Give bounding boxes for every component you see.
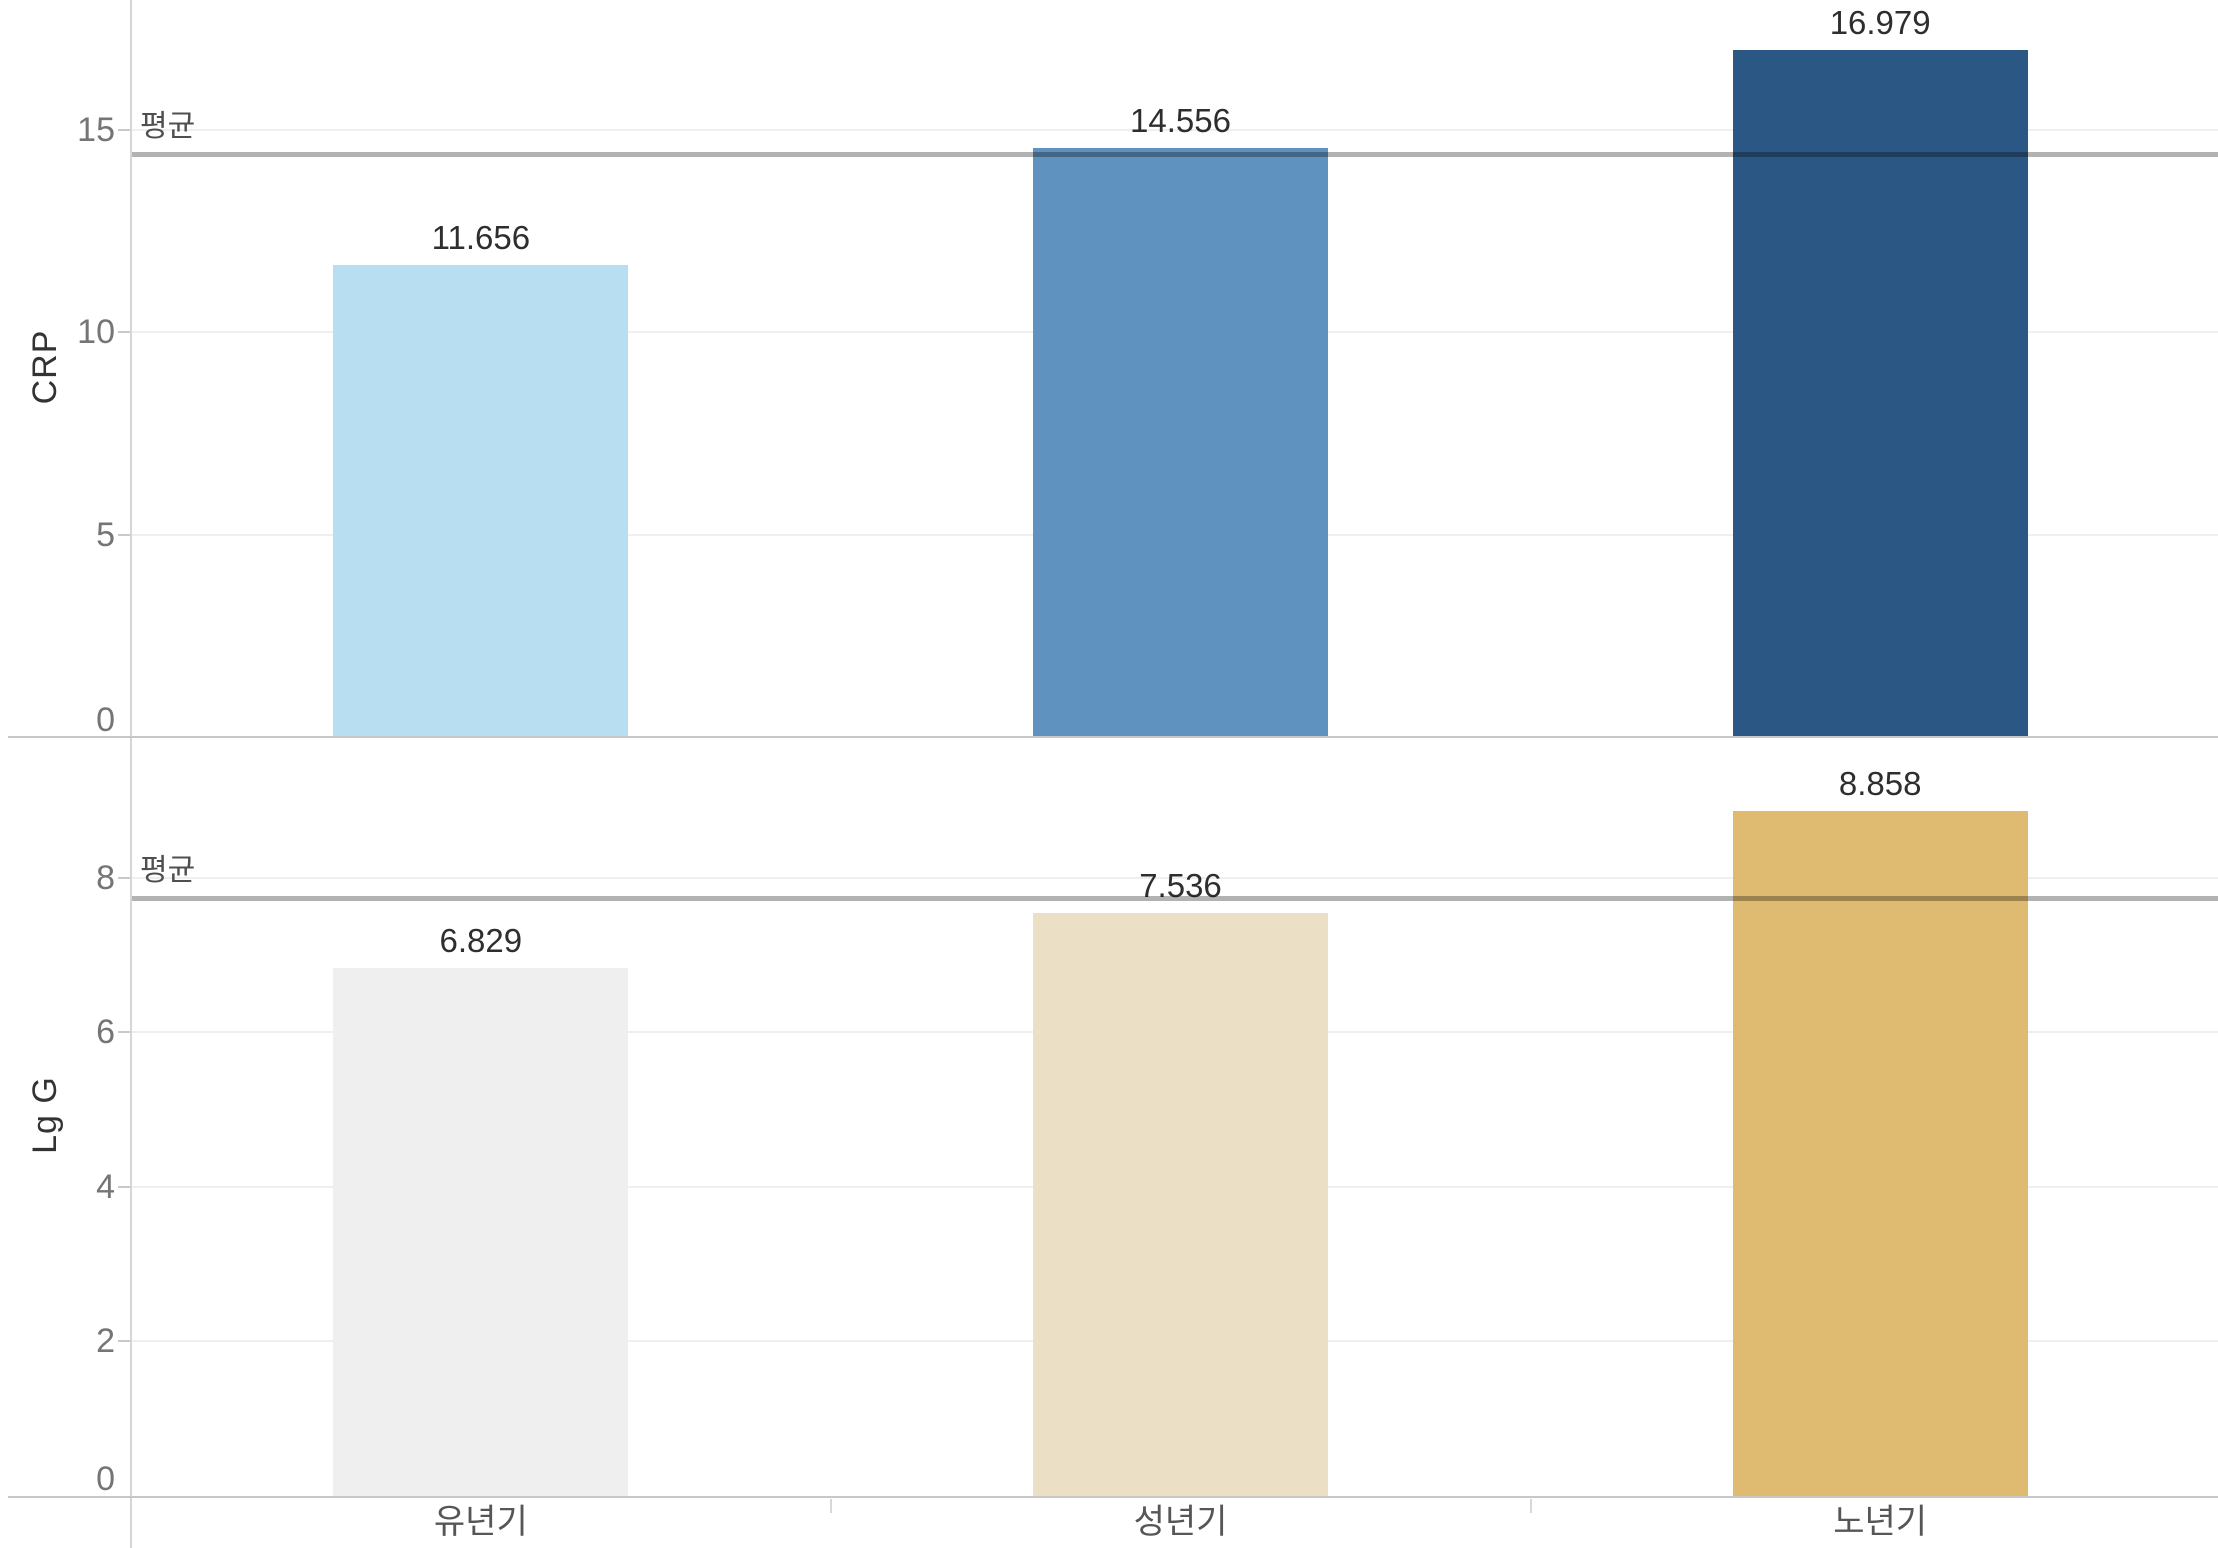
- tick-mark: [118, 128, 130, 131]
- average-reference-line: [131, 895, 2218, 901]
- y-tick-label: 15: [77, 110, 115, 149]
- gridline: [131, 128, 2218, 131]
- y-tick-label: 4: [96, 1167, 115, 1206]
- lgg-axis-title: Lg G: [26, 1076, 64, 1154]
- bar-value-label: 6.829: [439, 922, 523, 960]
- bar-성년기[interactable]: [1033, 147, 1328, 737]
- tick-mark: [118, 1340, 130, 1343]
- column-divider: [1530, 1499, 1532, 1513]
- average-reference-line: [131, 152, 2218, 158]
- y-tick-label: 5: [96, 515, 115, 554]
- tick-mark: [118, 1185, 130, 1188]
- bar-유년기[interactable]: [333, 265, 629, 737]
- tick-mark: [118, 533, 130, 536]
- tick-mark: [118, 1031, 130, 1034]
- y-tick-label: 8: [96, 858, 115, 897]
- pane-divider-line: [8, 736, 2218, 738]
- y-tick-label: 0: [96, 701, 115, 739]
- average-reference-label: 평균: [140, 853, 196, 887]
- y-axis-line: [130, 0, 132, 1548]
- bar-value-label: 7.536: [1139, 867, 1222, 905]
- y-tick-label: 6: [96, 1013, 115, 1052]
- tick-mark: [118, 331, 130, 334]
- category-label-youth[interactable]: 유년기: [433, 1503, 528, 1541]
- x-axis-baseline: [8, 1496, 2218, 1498]
- bar-value-label: 16.979: [1829, 3, 1931, 41]
- bar-성년기[interactable]: [1033, 913, 1328, 1496]
- bar-value-label: 8.858: [1838, 765, 1922, 803]
- average-reference-label: 평균: [140, 110, 196, 144]
- bar-value-label: 14.556: [1130, 101, 1231, 139]
- bar-노년기[interactable]: [1732, 811, 2028, 1496]
- gridline: [131, 876, 2218, 879]
- column-divider: [830, 1499, 832, 1513]
- bar-value-label: 11.656: [431, 219, 531, 257]
- category-label-elder[interactable]: 노년기: [1833, 1503, 1928, 1541]
- y-tick-label: 10: [77, 313, 115, 352]
- tick-mark: [118, 876, 130, 879]
- category-label-adult[interactable]: 성년기: [1133, 1503, 1228, 1541]
- y-tick-label: 2: [96, 1322, 115, 1361]
- category-axis: 유년기 성년기 노년기: [131, 1499, 2218, 1548]
- crp-axis-title: CRP: [26, 329, 64, 405]
- y-tick-label: 0: [96, 1460, 115, 1498]
- bar-유년기[interactable]: [333, 968, 629, 1496]
- bar-노년기[interactable]: [1732, 49, 2028, 737]
